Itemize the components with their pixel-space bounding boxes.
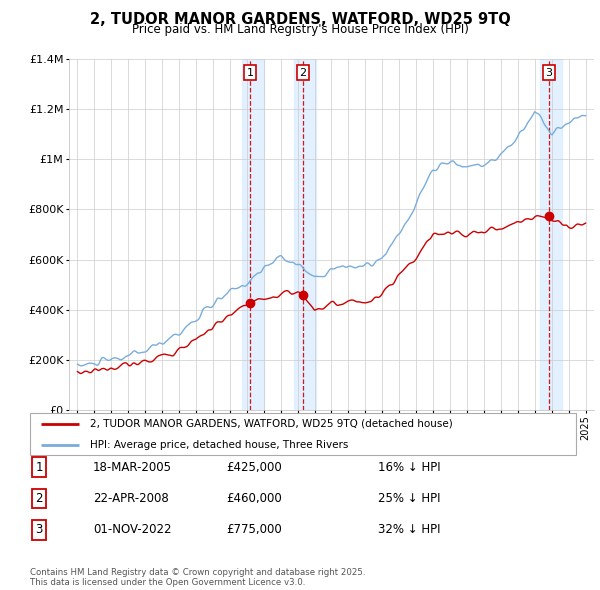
Text: Price paid vs. HM Land Registry's House Price Index (HPI): Price paid vs. HM Land Registry's House … bbox=[131, 23, 469, 36]
Bar bbox=[541, 59, 562, 410]
Text: 25% ↓ HPI: 25% ↓ HPI bbox=[378, 492, 440, 505]
Text: 2, TUDOR MANOR GARDENS, WATFORD, WD25 9TQ: 2, TUDOR MANOR GARDENS, WATFORD, WD25 9T… bbox=[89, 12, 511, 27]
Bar bbox=[295, 59, 316, 410]
Bar bbox=[242, 59, 264, 410]
Text: 3: 3 bbox=[35, 523, 43, 536]
Text: 16% ↓ HPI: 16% ↓ HPI bbox=[378, 461, 440, 474]
Text: 18-MAR-2005: 18-MAR-2005 bbox=[93, 461, 172, 474]
Text: £775,000: £775,000 bbox=[226, 523, 282, 536]
Text: Contains HM Land Registry data © Crown copyright and database right 2025.
This d: Contains HM Land Registry data © Crown c… bbox=[30, 568, 365, 587]
Text: 32% ↓ HPI: 32% ↓ HPI bbox=[378, 523, 440, 536]
Text: 2: 2 bbox=[35, 492, 43, 505]
Text: £425,000: £425,000 bbox=[226, 461, 282, 474]
Text: 1: 1 bbox=[35, 461, 43, 474]
Text: 2, TUDOR MANOR GARDENS, WATFORD, WD25 9TQ (detached house): 2, TUDOR MANOR GARDENS, WATFORD, WD25 9T… bbox=[90, 419, 453, 428]
Text: 2: 2 bbox=[299, 68, 307, 78]
Text: 1: 1 bbox=[247, 68, 254, 78]
Text: 22-APR-2008: 22-APR-2008 bbox=[93, 492, 169, 505]
Text: £460,000: £460,000 bbox=[226, 492, 282, 505]
Text: 3: 3 bbox=[545, 68, 552, 78]
FancyBboxPatch shape bbox=[30, 413, 576, 455]
Text: 01-NOV-2022: 01-NOV-2022 bbox=[93, 523, 172, 536]
Text: HPI: Average price, detached house, Three Rivers: HPI: Average price, detached house, Thre… bbox=[90, 440, 349, 450]
